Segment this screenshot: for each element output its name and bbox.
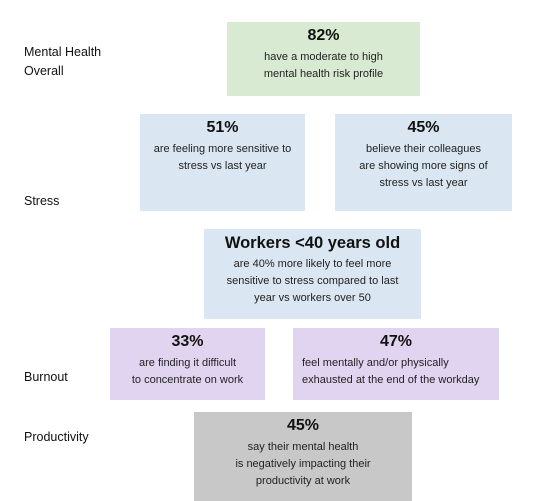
card-stat: Workers <40 years old [224, 234, 401, 252]
row-label-productivity: Productivity [24, 430, 89, 444]
card-description: are 40% more likely to feel more sensiti… [226, 258, 399, 304]
card-stat: 45% [407, 119, 440, 136]
card-stat: 82% [307, 27, 340, 44]
card-workers-under-40: Workers <40 years old are 40% more likel… [204, 229, 421, 319]
row-label-mental-health: Mental Health Overall [24, 45, 102, 78]
card-burnout-exhausted: 47% feel mentally and/or physically exha… [293, 328, 499, 400]
card-description: are finding it difficult to concentrate … [131, 357, 244, 386]
card-stress-sensitive: 51% are feeling more sensitive to stress… [140, 114, 305, 211]
card-description: say their mental health is negatively im… [235, 441, 371, 487]
card-productivity: 45% say their mental health is negativel… [194, 412, 412, 501]
row-label-burnout: Burnout [24, 370, 68, 384]
card-stat: 51% [206, 119, 239, 136]
row-label-stress: Stress [24, 194, 60, 208]
card-stat: 47% [379, 333, 413, 350]
card-stat: 45% [286, 417, 320, 434]
card-description: have a moderate to high mental health ri… [263, 51, 384, 80]
card-stat: 33% [171, 333, 204, 350]
card-description: believe their colleagues are showing mor… [359, 143, 488, 189]
card-burnout-concentrate: 33% are finding it difficult to concentr… [110, 328, 265, 400]
card-stress-colleagues: 45% believe their colleagues are showing… [335, 114, 512, 211]
card-description: feel mentally and/or physically exhauste… [302, 357, 480, 386]
card-description: are feeling more sensitive to stress vs … [153, 143, 292, 172]
card-mental-health: 82% have a moderate to high mental healt… [227, 22, 420, 96]
